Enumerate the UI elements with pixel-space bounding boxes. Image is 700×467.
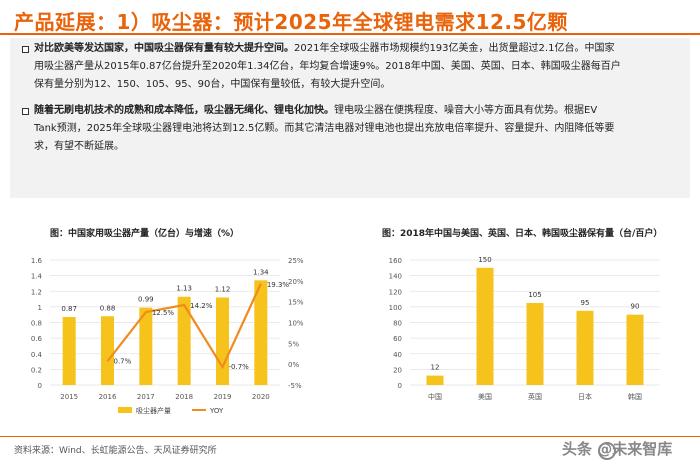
x-tick-label: 2016 [99, 393, 117, 401]
paragraph-2-line-3: 求，有望不断延展。 [34, 141, 124, 152]
yoy-point-label: -0.7% [229, 363, 250, 371]
y2-tick-label: 5% [288, 340, 299, 348]
title-rule [0, 33, 700, 35]
paragraph-1-bold: 对比欧美等发达国家，中国吸尘器保有量有较大提升空间。 [34, 43, 294, 54]
x-tick-label: 2017 [137, 393, 155, 401]
paragraph-1: 对比欧美等发达国家，中国吸尘器保有量有较大提升空间。2021年全球吸尘器市场规模… [34, 40, 674, 94]
bar-value-label: 1.34 [253, 268, 269, 276]
legend-bar-label: 吸尘器产量 [136, 406, 171, 415]
bar [62, 317, 76, 385]
legend-bar-swatch [118, 407, 132, 413]
paragraph-2-bold: 随着无刷电机技术的成熟和成本降低，吸尘器无绳化、锂电化加快。 [34, 105, 334, 116]
yoy-point-label: 14.2% [190, 302, 213, 310]
bar [254, 280, 268, 385]
x-tick-label: 韩国 [628, 392, 642, 401]
y-tick-label: 0.4 [31, 351, 43, 359]
bar [626, 314, 644, 385]
source-note: 资料来源：Wind、长虹能源公告、天风证券研究所 [14, 446, 217, 456]
y2-tick-label: 25% [288, 257, 304, 265]
yoy-point-label: 12.5% [152, 309, 175, 317]
y-tick-label: 100 [389, 304, 402, 312]
bar-value-label: 105 [528, 291, 541, 299]
y2-tick-label: -5% [288, 382, 302, 390]
bar [526, 302, 544, 385]
chart-2-title: 图：2018年中国与美国、英国、日本、韩国吸尘器保有量（台/百户） [382, 229, 663, 239]
bar [216, 297, 229, 385]
bar [576, 310, 594, 385]
y-tick-label: 0 [38, 382, 42, 390]
bar-value-label: 90 [631, 303, 640, 311]
bar [426, 375, 444, 385]
x-tick-label: 2018 [175, 393, 193, 401]
x-tick-label: 2015 [60, 393, 78, 401]
y2-tick-label: 10% [288, 320, 304, 328]
bar-value-label: 1.12 [215, 286, 231, 294]
y-tick-label: 20 [393, 366, 402, 374]
chart-1-title: 图：中国家用吸尘器产量（亿台）与增速（%） [50, 229, 240, 239]
y2-tick-label: 15% [288, 299, 304, 307]
x-tick-label: 2019 [214, 393, 232, 401]
y-tick-label: 40 [393, 351, 402, 359]
paragraph-2-line-2: Tank预测，2025年全球吸尘器锂电池将达到12.5亿颗。而其它清洁电器对锂电… [34, 123, 615, 134]
summary-box: 对比欧美等发达国家，中国吸尘器保有量有较大提升空间。2021年全球吸尘器市场规模… [10, 38, 690, 198]
y2-tick-label: 20% [288, 278, 304, 286]
bar [101, 316, 114, 385]
bar-value-label: 0.88 [100, 304, 116, 312]
y-tick-label: 80 [393, 320, 402, 328]
y-tick-label: 1.2 [31, 288, 42, 296]
bar-value-label: 1.13 [176, 285, 192, 293]
y-tick-label: 0.8 [31, 320, 42, 328]
footer: 资料来源：Wind、长虹能源公告、天风证券研究所 头条 @未来智库 [0, 436, 700, 467]
bar [177, 296, 191, 385]
x-tick-label: 美国 [478, 392, 492, 401]
footer-rule [0, 436, 700, 437]
y-tick-label: 1.4 [31, 273, 43, 281]
chart-ownership-2018: 0 20 40 60 80 100 120 140 160 12 中国 150 美国 105 英国 95 日本 9… [389, 256, 660, 401]
yoy-line [106, 283, 262, 370]
yoy-point-label: 0.7% [114, 357, 132, 365]
bar [476, 267, 494, 385]
chart-production-growth: 0 0.2 0.4 0.6 0.8 1 1.2 1.4 1.6 -5% 0% 5% 10% 15% 20% 2… [31, 257, 304, 415]
paragraph-2-text: 锂电吸尘器在便携程度、噪音大小等方面具有优势。根据EV [334, 105, 598, 116]
y-tick-label: 140 [389, 273, 402, 281]
x-tick-label: 中国 [428, 392, 442, 401]
y-tick-label: 120 [389, 288, 402, 296]
bar [139, 307, 153, 385]
y-tick-label: 0 [398, 382, 402, 390]
bar-value-label: 95 [581, 299, 590, 307]
yoy-point-label: 19.3% [267, 281, 290, 289]
y-tick-label: 160 [389, 257, 402, 265]
y-tick-label: 0.2 [31, 366, 42, 374]
bullet-square-icon [22, 46, 29, 53]
watermark-logo-icon [598, 442, 616, 460]
legend-line-label: YOY [209, 407, 224, 415]
bar-value-label: 0.87 [61, 305, 77, 313]
paragraph-1-line-1: 对比欧美等发达国家，中国吸尘器保有量有较大提升空间。2021年全球吸尘器市场规模… [34, 40, 674, 58]
paragraph-1-line-2: 用吸尘器产量从2015年0.87亿台提升至2020年1.34亿台，年均复合增速9… [34, 61, 621, 72]
bar-value-label: 0.99 [138, 296, 154, 304]
page-title: 产品延展：1）吸尘器：预计2025年全球锂电需求12.5亿颗 [14, 10, 568, 34]
x-tick-label: 英国 [528, 392, 542, 401]
bar-value-label: 150 [478, 256, 491, 264]
x-tick-label: 2020 [252, 393, 270, 401]
paragraph-2: 随着无刷电机技术的成熟和成本降低，吸尘器无绳化、锂电化加快。锂电吸尘器在便携程度… [34, 102, 674, 156]
y-tick-label: 0.6 [31, 335, 43, 343]
bullet-square-icon [22, 108, 29, 115]
watermark-text: 头条 @未来智库 [562, 440, 673, 458]
y-tick-label: 1.6 [31, 257, 43, 265]
paragraph-1-text: 2021年全球吸尘器市场规模约193亿美金，出货量超过2.1亿台。中国家 [294, 43, 615, 54]
y2-tick-label: 0% [288, 361, 299, 369]
y-tick-label: 60 [393, 335, 402, 343]
bar-value-label: 12 [431, 364, 440, 372]
paragraph-2-line-1: 随着无刷电机技术的成熟和成本降低，吸尘器无绳化、锂电化加快。锂电吸尘器在便携程度… [34, 102, 674, 120]
paragraph-1-line-3: 保有量分别为12、150、105、95、90台，中国保有量较低，有较大提升空间。 [34, 79, 391, 90]
x-tick-label: 日本 [578, 392, 592, 401]
y-tick-label: 1 [38, 304, 42, 312]
